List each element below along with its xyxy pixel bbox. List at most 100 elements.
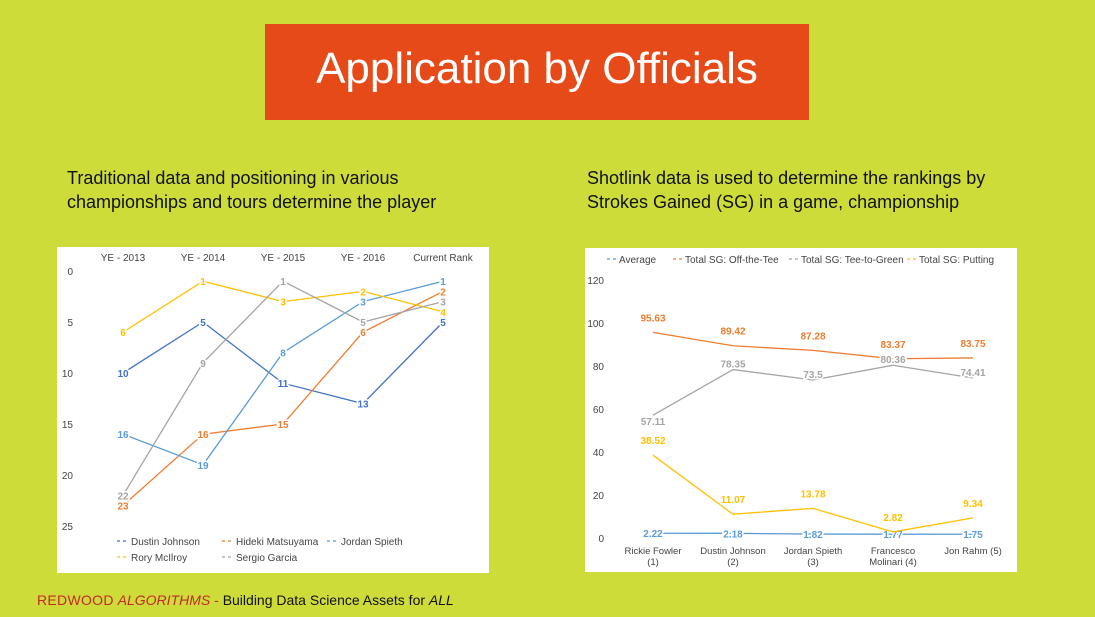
data-label: 3 — [440, 298, 446, 309]
legend-item: Total SG: Putting — [907, 255, 994, 266]
x-tick-label: Dustin Johnson (2) — [700, 546, 765, 568]
data-label: 89.42 — [720, 327, 745, 338]
footer-emphasis: ALL — [428, 592, 454, 608]
x-tick-label: Jordan Spieth (3) — [784, 546, 843, 568]
series-line — [652, 331, 974, 360]
series-line — [122, 280, 444, 466]
data-label: 5 — [440, 318, 446, 329]
data-label: 10 — [117, 369, 129, 380]
x-tick-label: YE - 2016 — [341, 253, 386, 264]
legend-label: Average — [619, 255, 657, 266]
data-label: 38.52 — [640, 436, 665, 447]
footer-brand: REDWOOD — [37, 592, 114, 608]
x-tick-label: Jon Rahm (5) — [944, 546, 1002, 557]
data-label: 9 — [200, 359, 206, 370]
y-tick-label: 60 — [593, 405, 605, 416]
data-label: 11 — [278, 379, 289, 390]
strokes-gained-chart: 0 20 40 60 80 100 120 Rickie Fowler (1) Dustin Jo… — [587, 255, 1002, 568]
data-label: 3 — [360, 298, 366, 309]
footer-text: Building Data Science Assets for — [222, 592, 429, 608]
legend-item: Total SG: Tee-to-Green — [789, 255, 904, 266]
y-tick-label: 0 — [67, 267, 73, 278]
data-label: 1 — [280, 277, 286, 288]
slide-title: Application by Officials — [316, 44, 758, 93]
data-label: 1.75 — [963, 530, 983, 541]
data-label: 19 — [197, 461, 209, 472]
data-label: 87.28 — [800, 331, 825, 342]
y-tick-label: 120 — [587, 276, 604, 287]
y-tick-label: 10 — [62, 369, 74, 380]
series-line — [122, 321, 444, 405]
data-label: 1 — [440, 277, 446, 288]
legend-label: Total SG: Putting — [919, 255, 994, 266]
data-label: 95.63 — [640, 313, 665, 324]
data-label: 11.07 — [721, 495, 746, 506]
x-tick-label: Francesco Molinari (4) — [869, 546, 917, 568]
data-label: 1 — [200, 277, 206, 288]
ranking-chart: YE - 2013 YE - 2014 YE - 2015 YE - 2016 Curr… — [62, 253, 474, 564]
series-0: 10 5 11 13 5 — [116, 317, 448, 413]
data-label: 2.18 — [723, 529, 743, 540]
data-label: 74.41 — [960, 368, 985, 379]
data-label: 2.22 — [643, 529, 663, 540]
legend-label: Sergio Garcia — [236, 553, 298, 564]
footer: REDWOOD ALGORITHMS - Building Data Scien… — [37, 592, 454, 608]
series-line — [652, 454, 974, 533]
y-tick-label: 20 — [62, 471, 74, 482]
legend-item: Total SG: Off-the-Tee — [673, 255, 779, 266]
data-label: 83.37 — [880, 340, 905, 351]
data-label: 73.5 — [803, 370, 823, 381]
ranking-chart-panel: YE - 2013 YE - 2014 YE - 2015 YE - 2016 Curr… — [57, 247, 489, 573]
data-label: 23 — [117, 502, 129, 513]
data-label: 6 — [360, 328, 366, 339]
series-line — [122, 280, 444, 496]
data-label: 2 — [440, 287, 446, 298]
x-tick-label: Current Rank — [413, 253, 473, 264]
y-tick-label: 100 — [587, 319, 604, 330]
y-tick-label: 20 — [593, 491, 605, 502]
data-label: 1.77 — [883, 530, 903, 541]
y-tick-label: 80 — [593, 362, 605, 373]
data-label: 83.75 — [960, 339, 985, 350]
x-tick-label: YE - 2013 — [101, 253, 146, 264]
x-tick-label: YE - 2015 — [261, 253, 306, 264]
data-label: 22 — [117, 491, 129, 502]
data-label: 8 — [280, 349, 286, 360]
legend-item: Rory McIlroy — [117, 553, 187, 564]
data-label: 1.82 — [803, 530, 823, 541]
data-label: 16 — [197, 430, 209, 441]
data-label: 13.78 — [800, 489, 825, 500]
series-line — [652, 364, 974, 416]
series-line — [122, 290, 444, 507]
series-1: 95.63 89.42 87.28 83.37 83.75 — [639, 312, 987, 360]
legend-label: Total SG: Off-the-Tee — [685, 255, 779, 266]
data-label: 4 — [440, 308, 446, 319]
legend-label: Jordan Spieth — [341, 537, 403, 548]
data-label: 6 — [120, 328, 126, 339]
y-tick-label: 25 — [62, 522, 74, 533]
legend-item: Average — [607, 255, 657, 266]
data-label: 2 — [360, 287, 366, 298]
data-label: 16 — [117, 430, 129, 441]
data-label: 15 — [277, 420, 289, 431]
series-0: 2.22 2.18 1.82 1.77 1.75 — [642, 528, 985, 543]
legend-item: Jordan Spieth — [327, 537, 403, 548]
data-label: 5 — [360, 318, 366, 329]
data-label: 80.36 — [880, 355, 905, 366]
series-line — [652, 532, 974, 535]
left-subtitle: Traditional data and positioning in vari… — [67, 168, 437, 212]
title-banner: Application by Officials — [265, 24, 809, 120]
legend-item: Hideki Matsuyama — [222, 537, 319, 548]
y-tick-label: 40 — [593, 448, 605, 459]
data-label: 2.82 — [883, 513, 903, 524]
footer-dash: - — [210, 592, 223, 608]
series-2: 57.11 78.35 73.5 80.36 74.41 — [639, 354, 987, 430]
data-label: 13 — [357, 400, 369, 411]
series-line — [122, 280, 444, 333]
y-tick-label: 15 — [62, 420, 74, 431]
x-tick-label: YE - 2014 — [181, 253, 226, 264]
legend-item: Sergio Garcia — [222, 553, 298, 564]
data-label: 5 — [200, 318, 206, 329]
